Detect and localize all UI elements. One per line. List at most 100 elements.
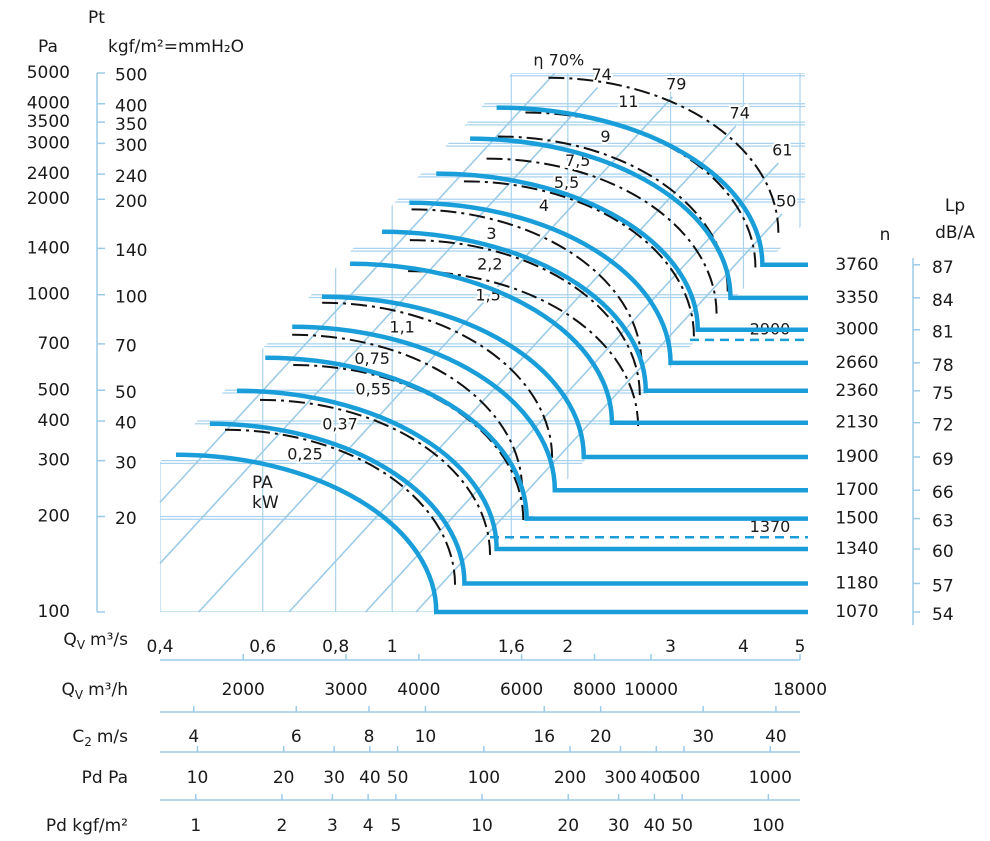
speed-label: 3000 [835, 320, 878, 340]
speed-curve [236, 388, 808, 552]
x-tick-label: 3 [665, 637, 676, 657]
scale-tick-label: 400 [640, 768, 672, 788]
efficiency-line [159, 72, 556, 503]
axis-title: Pd kgf/m² [46, 816, 128, 836]
scale-tick-label: 10 [187, 768, 209, 788]
scale-tick-label: 4 [188, 727, 199, 747]
scale-tick-label: 40 [765, 727, 787, 747]
scale-tick-label: 16 [533, 727, 555, 747]
y-tick-label: 3000 [27, 133, 70, 153]
scale-tick-label: 6 [291, 727, 302, 747]
axis-title: QV m³/s [63, 630, 128, 652]
speed-label: 3760 [835, 255, 878, 275]
lp-label: 57 [932, 576, 954, 596]
x-tick-label: 1 [387, 637, 398, 657]
efficiency-line [159, 86, 599, 565]
power-label: 5,5 [554, 173, 579, 192]
y2-tick-label: 200 [115, 192, 147, 212]
speed-label: 1070 [835, 602, 878, 622]
lp-label: 78 [932, 356, 954, 376]
scale-tick-label: 3 [327, 816, 338, 836]
power-label: 1,1 [389, 317, 414, 336]
axis-title-part: 2 [84, 735, 92, 749]
efficiency-label: 61 [772, 141, 792, 160]
y-tick-label: 5000 [27, 63, 70, 83]
y2-tick-label: 100 [115, 287, 147, 307]
scale-tick-label: 8000 [573, 680, 616, 700]
lp-label: 54 [932, 605, 954, 625]
lp-label: 87 [932, 258, 954, 278]
scale-tick-label: 100 [468, 768, 500, 788]
axis-title: Pd Pa [82, 768, 128, 788]
scale-tick-label: 500 [668, 768, 700, 788]
y-tick-label: 200 [38, 506, 70, 526]
power-curve [411, 208, 643, 365]
grid [160, 73, 805, 612]
n-label: n [880, 225, 891, 245]
speed-curve [321, 294, 808, 460]
lp-label: 69 [932, 450, 954, 470]
annotation: PA [252, 473, 273, 493]
x-tick-label: 2 [562, 637, 573, 657]
scale-tick-label: 20 [590, 727, 612, 747]
y2-tick-label: 20 [115, 509, 137, 529]
y-tick-label: 2000 [27, 189, 70, 209]
lp-label: 75 [932, 384, 954, 404]
scale-tick-label: 5 [390, 816, 401, 836]
lp-label: 81 [932, 323, 954, 343]
efficiency-line [288, 125, 737, 613]
y2-tick-label: 500 [115, 66, 147, 86]
lp-label: 84 [932, 291, 954, 311]
speed-curve [496, 105, 808, 268]
power-label: 0,75 [354, 349, 390, 368]
power-label: 0,55 [355, 379, 391, 398]
scale-tick-label: 2000 [222, 680, 265, 700]
speed-curve [209, 421, 808, 586]
power-curve [463, 180, 695, 337]
scale-tick-label: 8 [364, 727, 375, 747]
speed-label: 2360 [835, 381, 878, 401]
power-curve [408, 270, 640, 427]
scale-tick-label: 20 [273, 768, 295, 788]
axis-title: QV m³/h [62, 680, 129, 702]
power-curve [486, 157, 718, 314]
power-label: 9 [600, 127, 610, 146]
speed-label: 2660 [835, 353, 878, 373]
speed-curve [382, 229, 808, 394]
scale-tick-label: 4000 [397, 680, 440, 700]
scale-tick-label: 1000 [749, 768, 792, 788]
x-tick-label: 0,6 [249, 637, 276, 657]
y-tick-label: 500 [38, 380, 70, 400]
efficiency-label: η 70% [533, 51, 584, 70]
scale-tick-label: 50 [387, 768, 409, 788]
speed-label: 1500 [835, 509, 878, 529]
y2-axis-unit: kgf/m²=mmH₂O [108, 37, 244, 57]
x-tick-label: 5 [795, 637, 806, 657]
y-tick-label: 700 [38, 334, 70, 354]
power-curve [548, 76, 780, 233]
power-curve [409, 239, 641, 396]
axis-title-part: Pd kgf/m² [46, 816, 128, 836]
axis-title: C2 m/s [72, 727, 128, 749]
power-label: 2,2 [477, 255, 502, 274]
lp-label: 60 [932, 542, 954, 562]
y2-tick-label: 240 [115, 167, 147, 187]
power-label: 4 [539, 196, 549, 215]
y2-tick-label: 30 [115, 453, 137, 473]
y-axis-title: Pt [88, 8, 105, 28]
axis-title-part: Q [62, 680, 75, 700]
power-label: 3 [486, 224, 496, 243]
lp-label: Lp [945, 196, 965, 216]
speed-label: 2130 [835, 413, 878, 433]
speed-curve [436, 171, 808, 332]
speed-curve [409, 200, 808, 366]
efficiency-line [364, 162, 779, 613]
y2-tick-label: 140 [115, 241, 147, 261]
speed-curve [470, 136, 808, 301]
lp-unit: dB/A [935, 223, 975, 243]
efficiency-label: 74 [591, 65, 611, 84]
power-label: 11 [618, 92, 638, 111]
power-label: 0,25 [287, 444, 323, 463]
axis-title-part: C [72, 727, 84, 747]
